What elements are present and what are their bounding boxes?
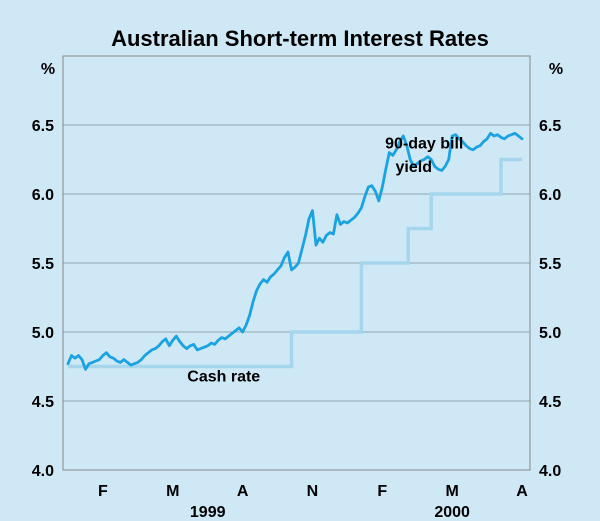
- y-tick-label-left: 6.0: [32, 187, 54, 204]
- x-tick-label: A: [237, 483, 249, 500]
- y-tick-label-right: 5.5: [539, 256, 561, 273]
- x-tick-label: M: [166, 483, 179, 500]
- y-tick-label-right: 5.0: [539, 325, 561, 342]
- chart-title: Australian Short-term Interest Rates: [111, 26, 489, 51]
- x-tick-label: A: [516, 483, 528, 500]
- x-tick-label: F: [98, 483, 108, 500]
- y-tick-label-right: 4.0: [539, 463, 561, 480]
- y-tick-label-right: 4.5: [539, 394, 561, 411]
- y-tick-label-left: 5.0: [32, 325, 54, 342]
- x-tick-label: M: [445, 483, 458, 500]
- x-year-label: 1999: [190, 504, 226, 521]
- x-tick-label: N: [307, 483, 319, 500]
- y-tick-label-left: 4.5: [32, 394, 54, 411]
- x-tick-label: F: [377, 483, 387, 500]
- y-tick-label-right: 6.0: [539, 187, 561, 204]
- annotation-label: yield: [396, 159, 432, 176]
- y-tick-label-right: 6.5: [539, 118, 561, 135]
- cash-rate-line: [68, 157, 522, 369]
- bill-yield-line: [66, 131, 524, 371]
- y-tick-label-left: 5.5: [32, 256, 54, 273]
- y-axis-unit-right: %: [549, 61, 563, 78]
- y-tick-label-left: 6.5: [32, 118, 54, 135]
- x-year-label: 2000: [434, 504, 470, 521]
- y-axis-unit-left: %: [41, 61, 55, 78]
- y-tick-label-left: 4.0: [32, 463, 54, 480]
- annotation-label: Cash rate: [187, 369, 260, 386]
- annotation-label: 90-day bill: [385, 135, 463, 152]
